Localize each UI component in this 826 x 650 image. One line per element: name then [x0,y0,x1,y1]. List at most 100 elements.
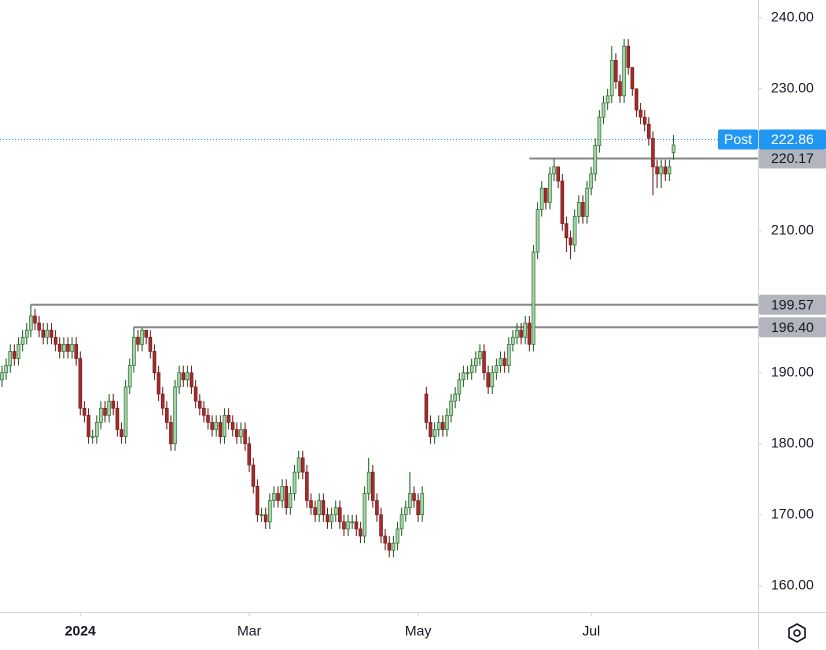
candle-body [193,386,198,402]
candle-body [37,322,41,331]
candle-body [655,166,659,175]
settings-icon[interactable] [788,623,806,643]
candle-body [519,329,523,338]
candle-body [420,493,425,516]
candle-body [156,372,161,395]
candle-body [218,422,223,437]
candle-body [403,507,408,516]
candle-body [321,500,326,516]
candle-body [325,514,330,523]
candle-body [395,528,400,544]
candle-body [280,486,284,501]
candle-body [626,45,631,68]
candle-body [366,471,371,494]
candle-body [115,407,120,430]
candle-body [671,144,676,153]
candle-body [255,486,260,516]
candle-body [140,329,144,345]
candle-body [284,486,289,508]
candle-body [490,372,495,388]
candle-body [251,464,256,487]
candle-body [663,166,668,175]
candle-body [548,173,552,203]
candle-body [16,344,21,359]
y-tick-label: 210.00 [771,221,814,237]
candle-body [572,216,577,246]
candle-body [0,372,4,381]
candle-body [8,351,13,366]
candle-body [210,422,214,430]
level-badge [759,294,826,315]
candle-body [498,358,503,366]
candle-body [473,358,478,366]
y-tick-label: 170.00 [771,505,814,521]
level-badge [759,317,826,338]
candle-body [544,187,548,203]
candle-body [189,372,194,388]
candle-body [214,422,219,430]
candle-body [342,521,346,530]
candle-body [313,507,317,516]
candle-body [57,344,62,352]
candle-body [494,365,499,374]
candle-body [535,209,540,253]
candle-body [169,422,173,445]
candle-body [136,336,140,345]
candle-body [230,422,235,430]
candle-body [478,351,482,359]
candle-body [564,223,569,239]
candle-body [272,493,276,501]
y-tick-label: 230.00 [771,79,814,95]
candle-body [354,521,359,530]
candle-body [568,237,573,246]
candle-body [127,365,132,388]
candle-body [581,202,585,217]
candle-body [465,372,470,375]
post-name: Post [724,131,752,147]
level-label: 196.40 [771,319,814,335]
candle-body [589,173,593,189]
candle-body [560,180,565,224]
candle-body [609,60,614,97]
candle-body [527,322,532,345]
candle-body [53,336,58,345]
candle-body [94,422,99,437]
candle-body [296,457,301,473]
candle-body [531,251,536,345]
candle-body [165,407,169,423]
candle-body [333,507,338,516]
candle-body [173,386,177,445]
candle-body [453,393,457,402]
post-name-badge [718,129,758,150]
candle-body [78,358,83,409]
candle-body [33,315,37,324]
candle-body [45,329,50,338]
plot [0,39,758,558]
candle-body [66,344,70,352]
candle-body [41,329,46,338]
candle-body [346,521,350,530]
candle-body [197,400,202,409]
candle-body [259,514,264,517]
settings-hexagon[interactable] [788,623,806,643]
candle-body [20,336,25,345]
level-badge [759,148,826,169]
candle-body [292,471,297,494]
candle-body [605,95,610,104]
candle-body [268,500,272,523]
y-tick-label: 190.00 [771,363,814,379]
candle-body [70,344,74,352]
candle-body [515,329,519,338]
candle-body [90,436,95,438]
candle-body [469,365,474,374]
candle-body [506,344,511,366]
candle-body [601,102,606,118]
post-label: 222.86 [771,131,814,147]
candle-body [107,400,111,416]
x-tick-label: May [405,623,431,639]
candle-body [99,407,103,423]
candle-body [408,493,412,508]
settings-dot[interactable] [793,629,801,637]
candle-body [300,457,305,473]
x-tick-label: 2024 [65,623,96,639]
